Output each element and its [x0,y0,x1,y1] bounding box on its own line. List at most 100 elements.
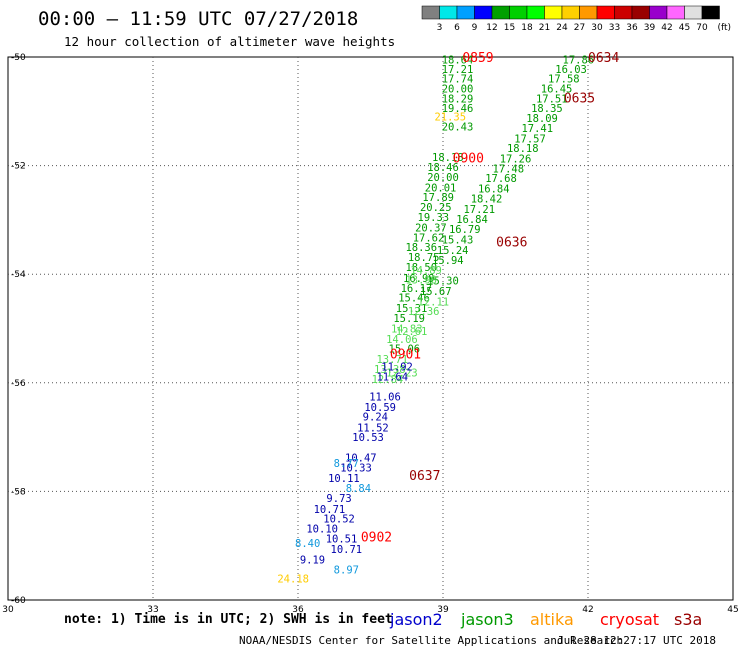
colorbar-tick-label: 15 [504,23,515,33]
plot-frame [7,56,734,601]
swh-value-label: 15.30 [427,276,459,288]
credit-line: NOAA/NESDIS Center for Satellite Applica… [239,634,624,647]
colorbar-swatch [649,5,668,20]
colorbar-swatch [526,5,545,20]
swh-value-label: 20.01 [425,182,457,194]
swh-value-label: 8.84 [346,483,371,495]
swh-value-label: 20.43 [442,122,474,134]
swh-value-label: 9.73 [326,493,351,505]
swh-value-label: 13.38 [374,364,406,376]
swh-value-label: 10.11 [328,473,360,485]
swh-value-label: 15.46 [398,293,430,305]
swh-value-label: 17.74 [442,74,474,86]
y-tick-label: -56 [11,379,26,389]
colorbar-tick-label: 18 [521,23,533,33]
x-tick-label: 33 [147,605,158,615]
swh-value-label: 17.21 [463,204,495,216]
swh-value-label: 18.50 [405,262,437,274]
colorbar-tick-label: 6 [454,23,460,33]
swh-value-label: 13.90 [405,275,437,287]
colorbar-unit: (ft) [718,23,732,33]
legend-altika: altika [530,610,574,629]
swh-value-label: 18.35 [531,103,563,115]
legend-cryosat: cryosat [600,610,660,629]
swh-value-label: 13.71 [376,354,408,366]
colorbar-tick-label: 9 [472,23,478,33]
chart-note: note: 1) Time is in UTC; 2) SWH is in fe… [64,612,393,627]
swh-value-label: 14.83 [391,324,423,336]
colorbar-swatch [439,5,458,20]
swh-value-label: 18.46 [427,162,459,174]
swh-value-label: 16.17 [401,283,433,295]
swh-value-label: 11.06 [369,391,401,403]
swh-value-label: 15.43 [442,234,474,246]
colorbar-swatch [666,5,685,20]
colorbar-tick-label: 39 [644,23,656,33]
colorbar-swatch [474,5,493,20]
swh-value-label: 17.89 [422,192,454,204]
colorbar-swatch [596,5,615,20]
swh-value-label: 16.03 [555,64,587,76]
swh-value-label: 17.68 [485,173,517,185]
swh-value-label: 10.10 [306,523,338,535]
swh-value-label: 20.00 [427,172,459,184]
pass-time-label: 0634 [588,51,619,66]
swh-value-label: 17.41 [521,123,553,135]
swh-value-label: 17.21 [442,64,474,76]
colorbar-swatch [544,5,563,20]
swh-value-label: 9.19 [300,554,325,566]
swh-value-label: 17.62 [413,232,445,244]
swh-value-label: 15.94 [432,255,464,267]
swh-value-label: 16.79 [449,224,481,236]
swh-value-label: 10.71 [314,504,346,516]
colorbar-swatch [579,5,598,20]
y-tick-label: -60 [11,596,26,606]
legend-jason3: jason3 [461,610,514,629]
swh-value-label: 15.31 [396,303,428,315]
swh-value-label: 10.53 [352,432,384,444]
swh-value-label: 17.57 [514,133,546,145]
swh-value-label: 17.58 [548,74,580,86]
swh-value-label: 17.51 [536,93,568,105]
legend-s3a: s3a [674,610,703,629]
swh-value-label: 11.92 [381,362,413,374]
y-tick-label: -58 [11,487,26,497]
colorbar-tick-label: 42 [661,23,672,33]
swh-value-label: 10.33 [340,463,372,475]
swh-value-label: 20.37 [415,223,447,235]
x-tick-label: 36 [292,605,304,615]
swh-value-label: 20.25 [420,202,452,214]
x-tick-label: 39 [437,605,449,615]
colorbar-tick-label: 3 [437,23,443,33]
colorbar-tick-label: 70 [696,23,708,33]
swh-value-label: 12.61 [396,326,428,338]
swh-value-label: 17.86 [563,55,595,67]
colorbar-tick-label: 33 [609,23,620,33]
colorbar-swatch [614,5,633,20]
swh-value-label: 18.29 [442,93,474,105]
x-tick-label: 42 [582,605,593,615]
colorbar-tick-label: 45 [679,23,690,33]
legend-jason2: jason2 [390,610,443,629]
colorbar-swatch [701,5,720,20]
swh-value-label: 8.40 [295,538,320,550]
swh-value-label: 18.64 [442,55,474,67]
swh-value-label: 24.18 [277,573,309,585]
swh-value-label: 16.99 [403,273,435,285]
x-tick-label: 45 [727,605,738,615]
colorbar-tick-label: 27 [574,23,585,33]
swh-value-label: 10.71 [331,544,363,556]
swh-value-label: 12.84 [372,374,404,386]
colorbar-swatch [631,5,650,20]
colorbar-swatch [456,5,475,20]
swh-value-label: 10.52 [323,514,355,526]
colorbar-swatch [684,5,703,20]
swh-value-label: 15.24 [437,245,469,257]
swh-value-label: 16.84 [456,214,488,226]
swh-value-label: 16.84 [478,183,510,195]
swh-value-label: 19.33 [418,212,450,224]
pass-time-label: 0859 [462,51,493,66]
swh-value-label: 19.46 [442,103,474,115]
swh-value-label: 15.67 [420,286,452,298]
swh-value-label: 10.59 [364,402,396,414]
